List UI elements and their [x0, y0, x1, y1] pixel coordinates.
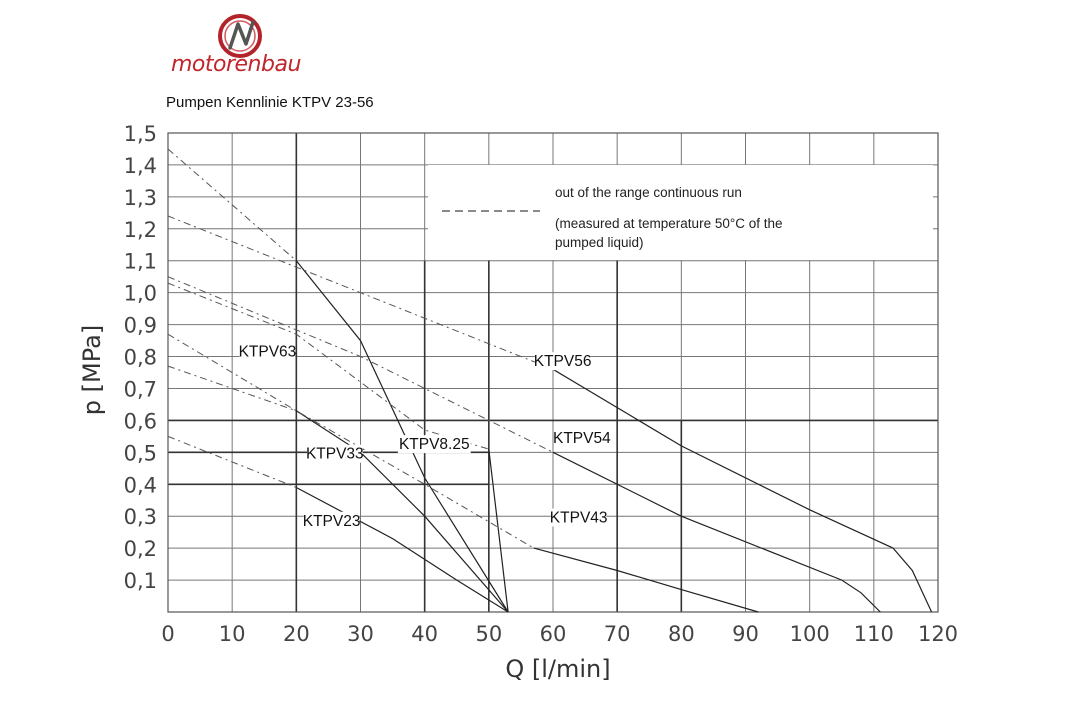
series-ktpv43-solid	[533, 547, 759, 613]
x-tick-label: 20	[283, 622, 310, 646]
series-ktpv23-solid	[296, 486, 509, 613]
y-tick-label: 1,3	[124, 186, 157, 210]
series-label-bg	[307, 444, 363, 463]
series-label-ktpv33: KTPV33	[306, 446, 364, 463]
x-tick-label: 10	[219, 622, 246, 646]
series-label-bg	[550, 508, 607, 527]
series-ktpv8-25-dashed	[167, 282, 489, 450]
y-tick-label: 1,5	[124, 122, 157, 146]
legend-text-1: out of the range continuous run	[555, 185, 742, 200]
series-lines	[167, 148, 933, 613]
legend-text-2: (measured at temperature 50°C of the	[555, 216, 783, 231]
series-label-bg	[303, 511, 360, 530]
brand-logo-text: motorenbau	[171, 52, 301, 77]
series-label-ktpv63: KTPV63	[239, 344, 297, 361]
y-tick-label: 0,6	[124, 409, 157, 433]
x-tick-label: 30	[347, 622, 374, 646]
y-tick-label: 0,8	[124, 346, 157, 370]
legend-text-3: pumped liquid)	[555, 235, 644, 250]
x-tick-label: 120	[918, 622, 958, 646]
series-ktpv54-dashed	[167, 276, 554, 453]
logo-icon	[218, 14, 262, 58]
series-label-bg	[397, 435, 471, 454]
series-label-bg	[534, 352, 591, 371]
series-label-ktpv23: KTPV23	[303, 513, 361, 530]
x-tick-label: 100	[790, 622, 830, 646]
series-ktpv56-solid	[552, 368, 933, 613]
x-tick-label: 60	[540, 622, 567, 646]
y-tick-label: 1,0	[124, 282, 157, 306]
x-tick-label: 80	[668, 622, 695, 646]
series-label-bg	[239, 342, 296, 361]
y-tick-label: 1,2	[124, 218, 157, 242]
series-ktpv23-dashed	[167, 435, 297, 488]
series-ktpv63-dashed	[167, 148, 297, 262]
plot-border	[167, 132, 939, 613]
legend-box	[428, 165, 933, 260]
x-tick-label: 90	[732, 622, 759, 646]
x-axis-label: Q [l/min]	[505, 655, 610, 683]
series-ktpv33-solid	[295, 410, 509, 613]
series-labels: KTPV23 KTPV33 KTPV63 KTPV8.25 KTPV43 KTPV54 KT…	[239, 342, 611, 530]
y-tick-label: 1,4	[124, 154, 157, 178]
series-label-ktpv8-25: KTPV8.25	[399, 436, 470, 453]
series-ktpv63-solid	[295, 260, 509, 613]
series-label-ktpv54: KTPV54	[553, 430, 611, 447]
y-tick-label: 0,5	[124, 441, 157, 465]
series-ktpv33-dashed	[167, 365, 297, 412]
x-tick-label: 70	[604, 622, 631, 646]
chart-title: Pumpen Kennlinie KTPV 23-56	[166, 94, 374, 111]
x-tick-label: 110	[854, 622, 894, 646]
series-label-bg	[554, 428, 610, 447]
series-label-ktpv43: KTPV43	[550, 510, 608, 527]
tick-labels: 0 10 20 30 40 50 60 70 80 90 100 110 120 0,1 0,2 0,3 0,4…	[124, 122, 958, 646]
y-tick-label: 0,4	[124, 473, 157, 497]
series-ktpv56-dashed	[167, 215, 554, 370]
y-tick-label: 0,3	[124, 505, 157, 529]
y-tick-label: 0,1	[124, 569, 157, 593]
x-tick-label: 50	[475, 622, 502, 646]
y-tick-label: 0,7	[124, 377, 157, 401]
series-label-ktpv56: KTPV56	[534, 353, 592, 370]
series-ktpv8-25-solid	[488, 449, 509, 613]
series-ktpv54-solid	[552, 451, 881, 613]
y-tick-label: 0,9	[124, 314, 157, 338]
y-axis-label: p [MPa]	[78, 325, 106, 415]
plot-frame	[167, 132, 939, 613]
x-tick-label: 0	[161, 622, 174, 646]
y-tick-label: 0,2	[124, 537, 157, 561]
x-tick-label: 40	[411, 622, 438, 646]
y-tick-label: 1,1	[124, 250, 157, 274]
